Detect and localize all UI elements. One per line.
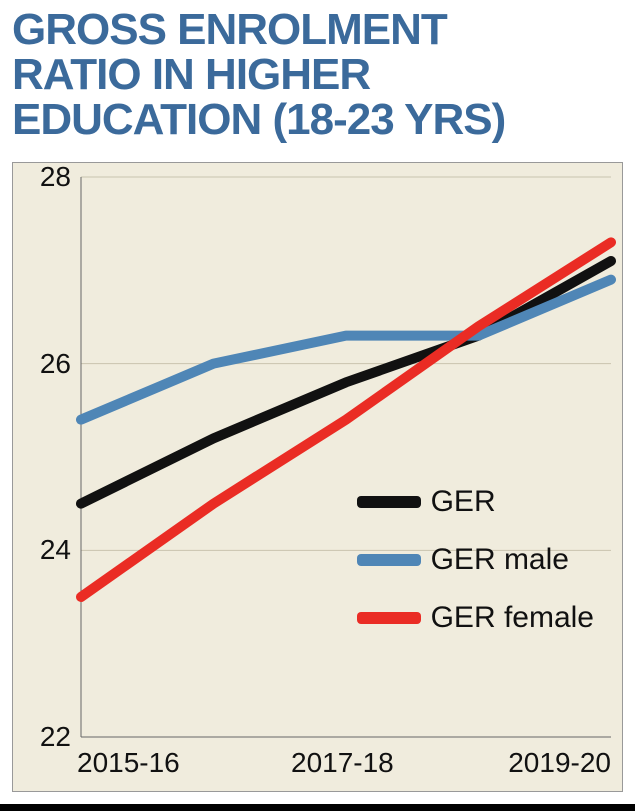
chart-title: GROSS ENROLMENT RATIO IN HIGHER EDUCATIO… xyxy=(0,0,635,153)
legend-swatch xyxy=(357,612,421,624)
legend-item-GER: GER xyxy=(357,485,594,519)
chart-svg xyxy=(13,163,624,793)
y-tick-label: 24 xyxy=(40,534,71,566)
x-tick-label: 2015-16 xyxy=(77,747,180,779)
title-line-1: GROSS ENROLMENT xyxy=(12,5,447,54)
y-tick-label: 28 xyxy=(40,161,71,193)
legend-label: GER female xyxy=(431,601,594,635)
legend: GER GER male GER female xyxy=(357,485,594,659)
x-tick-label: 2019-20 xyxy=(508,747,611,779)
y-tick-label: 26 xyxy=(40,348,71,380)
legend-item-GER_male: GER male xyxy=(357,543,594,577)
x-tick-label: 2017-18 xyxy=(291,747,394,779)
title-line-3: EDUCATION (18-23 YRS) xyxy=(12,95,505,144)
bottom-border-bar xyxy=(0,804,635,811)
legend-label: GER male xyxy=(431,543,569,577)
chart-plot-area: 22 24 26 28 2015-16 2017-18 2019-20 GER GER male… xyxy=(12,162,623,792)
legend-label: GER xyxy=(431,485,496,519)
legend-item-GER_female: GER female xyxy=(357,601,594,635)
chart-container: { "title_lines": ["GROSS ENROLMENT", "RA… xyxy=(0,0,635,811)
title-line-2: RATIO IN HIGHER xyxy=(12,50,370,99)
legend-swatch xyxy=(357,554,421,566)
legend-swatch xyxy=(357,496,421,508)
y-tick-label: 22 xyxy=(40,721,71,753)
